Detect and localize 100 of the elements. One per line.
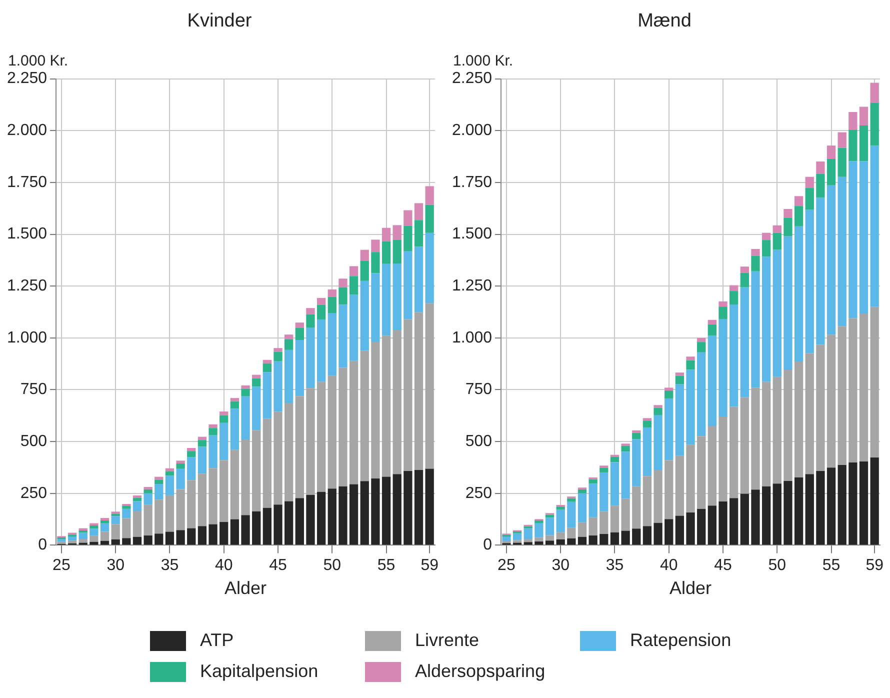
bar [230,519,240,545]
bar [838,176,846,326]
bar [632,432,641,440]
bar [176,530,185,545]
bar [78,532,88,539]
y-tick-label: 1.750 [452,174,492,191]
bar [154,484,164,500]
bar [870,146,879,307]
bar [524,528,532,539]
bar [316,382,326,492]
bar [338,368,348,486]
bar [784,480,792,545]
bar [718,319,728,416]
bar [262,360,272,364]
bar [794,226,804,362]
bar [414,220,424,247]
x-tick-label: 45 [269,557,287,574]
bar [751,256,760,272]
bar [642,418,652,421]
bar [425,303,434,469]
y-tick-label: 1.000 [452,329,492,346]
x-axis-title: Alder [670,578,712,598]
bar [425,186,434,205]
bar [338,304,348,368]
bar [772,225,782,233]
y-tick-label: 1.000 [6,329,48,346]
bar [208,468,218,524]
x-tick-label: 55 [822,557,840,574]
bar [848,318,858,462]
bar [176,489,185,530]
bar [187,528,196,545]
bar [632,439,641,486]
bar [295,322,304,328]
bar [295,328,304,340]
x-tick-label: 25 [498,557,516,574]
bar [132,495,142,498]
bar [316,319,326,382]
bar [772,484,782,545]
x-tick-label: 40 [660,557,678,574]
bar [664,388,674,391]
bar [642,476,652,526]
bar [697,338,706,342]
bar [338,278,348,288]
bar [78,538,88,543]
bar [392,474,402,545]
bar [762,240,771,257]
bar [208,524,218,545]
x-tick-label: 30 [106,557,125,574]
bar [730,291,738,305]
bar [762,232,771,240]
bar [165,471,174,476]
bar [610,462,620,506]
bar [414,246,424,312]
bar [144,535,152,545]
bar [686,360,695,370]
bar [262,372,272,419]
bar [284,350,294,403]
bar [295,498,304,545]
bar [848,112,858,130]
bar [621,498,630,531]
bar [556,510,565,532]
bar [132,536,142,545]
bar [772,250,782,377]
bar [144,486,152,490]
bar [600,511,608,534]
y-axis-title: 1.000 Kr. [453,52,514,70]
bar [567,528,576,538]
bar [859,461,868,545]
x-tick-label: 45 [714,557,732,574]
legend-label: Livrente [415,630,480,651]
bar [664,398,674,460]
bar [784,218,792,236]
bar [675,516,684,545]
bar [220,412,228,416]
bar [404,319,412,471]
bar [382,476,391,545]
bar [654,470,662,523]
x-axis-title: Alder [224,578,267,598]
x-tick-label: 55 [377,557,396,574]
bar [740,397,749,494]
bar [545,535,554,541]
bar [556,532,565,540]
chart-title: Kvinder [187,10,252,32]
bar [805,188,814,210]
bar [784,370,792,481]
bar [274,504,282,545]
bar [230,408,240,450]
bar [252,386,261,430]
bar [371,273,380,342]
bar [328,313,336,376]
bar [718,306,728,320]
bar [556,506,565,510]
bar [588,535,598,545]
bar [600,468,608,472]
bar [165,476,174,496]
bar [382,264,391,336]
bar [859,106,868,126]
bar [198,446,207,474]
bar [198,526,207,545]
bar [708,506,717,545]
